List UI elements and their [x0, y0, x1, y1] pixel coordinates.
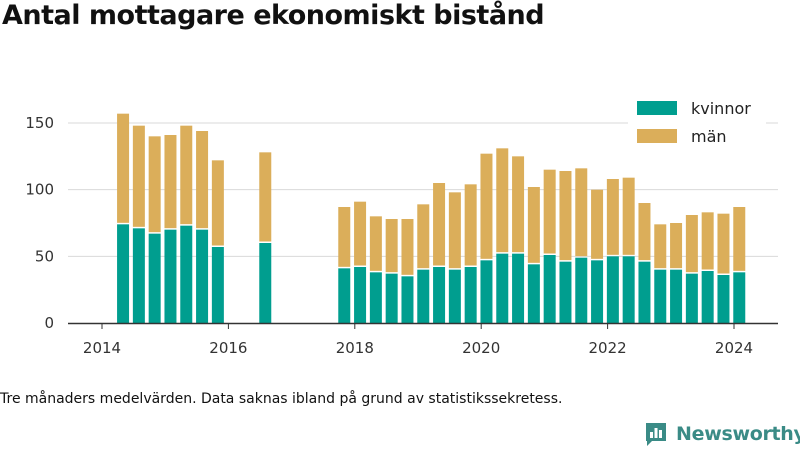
x-tick-label: 2018	[336, 339, 374, 357]
bar-man	[417, 204, 430, 269]
bar-man	[117, 113, 130, 223]
bar-kvinnor	[543, 255, 556, 323]
bar-man	[385, 219, 398, 273]
bar-kvinnor	[480, 260, 493, 323]
bar-man	[132, 125, 145, 227]
bar-kvinnor	[496, 253, 509, 323]
bar-kvinnor	[575, 257, 588, 323]
bar-kvinnor	[433, 267, 446, 323]
bar-kvinnor	[417, 269, 430, 323]
bar-kvinnor	[622, 256, 635, 323]
legend-label: kvinnor	[691, 99, 751, 118]
bar-kvinnor	[354, 267, 367, 323]
bar-man	[701, 212, 714, 270]
bar-kvinnor	[148, 233, 161, 323]
x-tick-label: 2014	[83, 339, 121, 357]
bar-kvinnor	[654, 269, 667, 323]
bar-man	[338, 207, 351, 267]
bar-kvinnor	[559, 261, 572, 323]
bar-kvinnor	[180, 225, 193, 323]
bar-man	[575, 168, 588, 257]
bar-man	[559, 171, 572, 261]
chart-title: Antal mottagare ekonomiskt bistånd	[2, 0, 545, 31]
y-axis: 0 50 100 150	[25, 114, 54, 332]
bar-kvinnor	[164, 229, 177, 323]
x-tick-label: 2024	[715, 339, 753, 357]
bar-kvinnor	[448, 269, 461, 323]
bar-man	[606, 179, 619, 255]
bar-man	[148, 136, 161, 233]
footnote: Tre månaders medelvärden. Data saknas ib…	[0, 391, 563, 407]
bar-man	[512, 156, 525, 253]
bar-kvinnor	[606, 256, 619, 323]
y-tick-label: 50	[35, 247, 54, 265]
bar-man	[670, 223, 683, 269]
bar-man	[591, 189, 604, 259]
y-tick-label: 100	[25, 181, 54, 199]
brand-name: Newsworthy	[676, 423, 800, 445]
bar-man	[433, 183, 446, 266]
bar-kvinnor	[338, 268, 351, 323]
bar-kvinnor	[527, 264, 540, 323]
bar-kvinnor	[591, 260, 604, 323]
bar-kvinnor	[733, 272, 746, 323]
bar-man	[164, 135, 177, 229]
bar-man	[180, 125, 193, 225]
bar-man	[196, 131, 209, 229]
bar-kvinnor	[717, 275, 730, 323]
bar-kvinnor	[701, 271, 714, 323]
bar-man	[259, 152, 272, 242]
bar-man	[496, 148, 509, 253]
bar-man	[543, 169, 556, 254]
bar-kvinnor	[211, 247, 224, 323]
bar-kvinnor	[638, 261, 651, 323]
bars	[117, 113, 746, 323]
x-tick-label: 2022	[589, 339, 627, 357]
legend: kvinnor män	[628, 96, 766, 152]
y-tick-label: 150	[25, 114, 54, 132]
bar-kvinnor	[196, 229, 209, 323]
bar-man	[733, 207, 746, 271]
x-tick-label: 2016	[209, 339, 247, 357]
bar-kvinnor	[385, 273, 398, 323]
bar-kvinnor	[117, 224, 130, 323]
legend-label: män	[691, 127, 727, 146]
bar-man	[527, 187, 540, 263]
bar-kvinnor	[132, 228, 145, 323]
bar-kvinnor	[369, 272, 382, 323]
bar-man	[654, 224, 667, 269]
brand-logo: Newsworthy	[644, 420, 800, 448]
bar-man	[638, 203, 651, 261]
bar-kvinnor	[670, 269, 683, 323]
newsworthy-logo-icon	[646, 423, 666, 446]
bar-man	[354, 201, 367, 266]
bar-man	[401, 219, 414, 275]
bar-man	[622, 177, 635, 255]
bar-man	[369, 216, 382, 271]
x-axis-ticks: 2014 2016 2018 2020 2022 2024	[83, 323, 753, 357]
bar-kvinnor	[512, 253, 525, 323]
y-tick-label: 0	[44, 314, 54, 332]
bar-man	[480, 153, 493, 259]
bar-man	[464, 184, 477, 266]
bar-kvinnor	[401, 276, 414, 323]
bar-kvinnor	[464, 267, 477, 323]
legend-swatch	[637, 129, 677, 143]
x-tick-label: 2020	[462, 339, 500, 357]
bar-man	[717, 213, 730, 274]
bar-kvinnor	[259, 243, 272, 323]
bar-man	[211, 160, 224, 246]
bar-kvinnor	[685, 273, 698, 323]
bar-man	[685, 215, 698, 273]
legend-swatch	[637, 101, 677, 115]
bar-man	[448, 192, 461, 269]
